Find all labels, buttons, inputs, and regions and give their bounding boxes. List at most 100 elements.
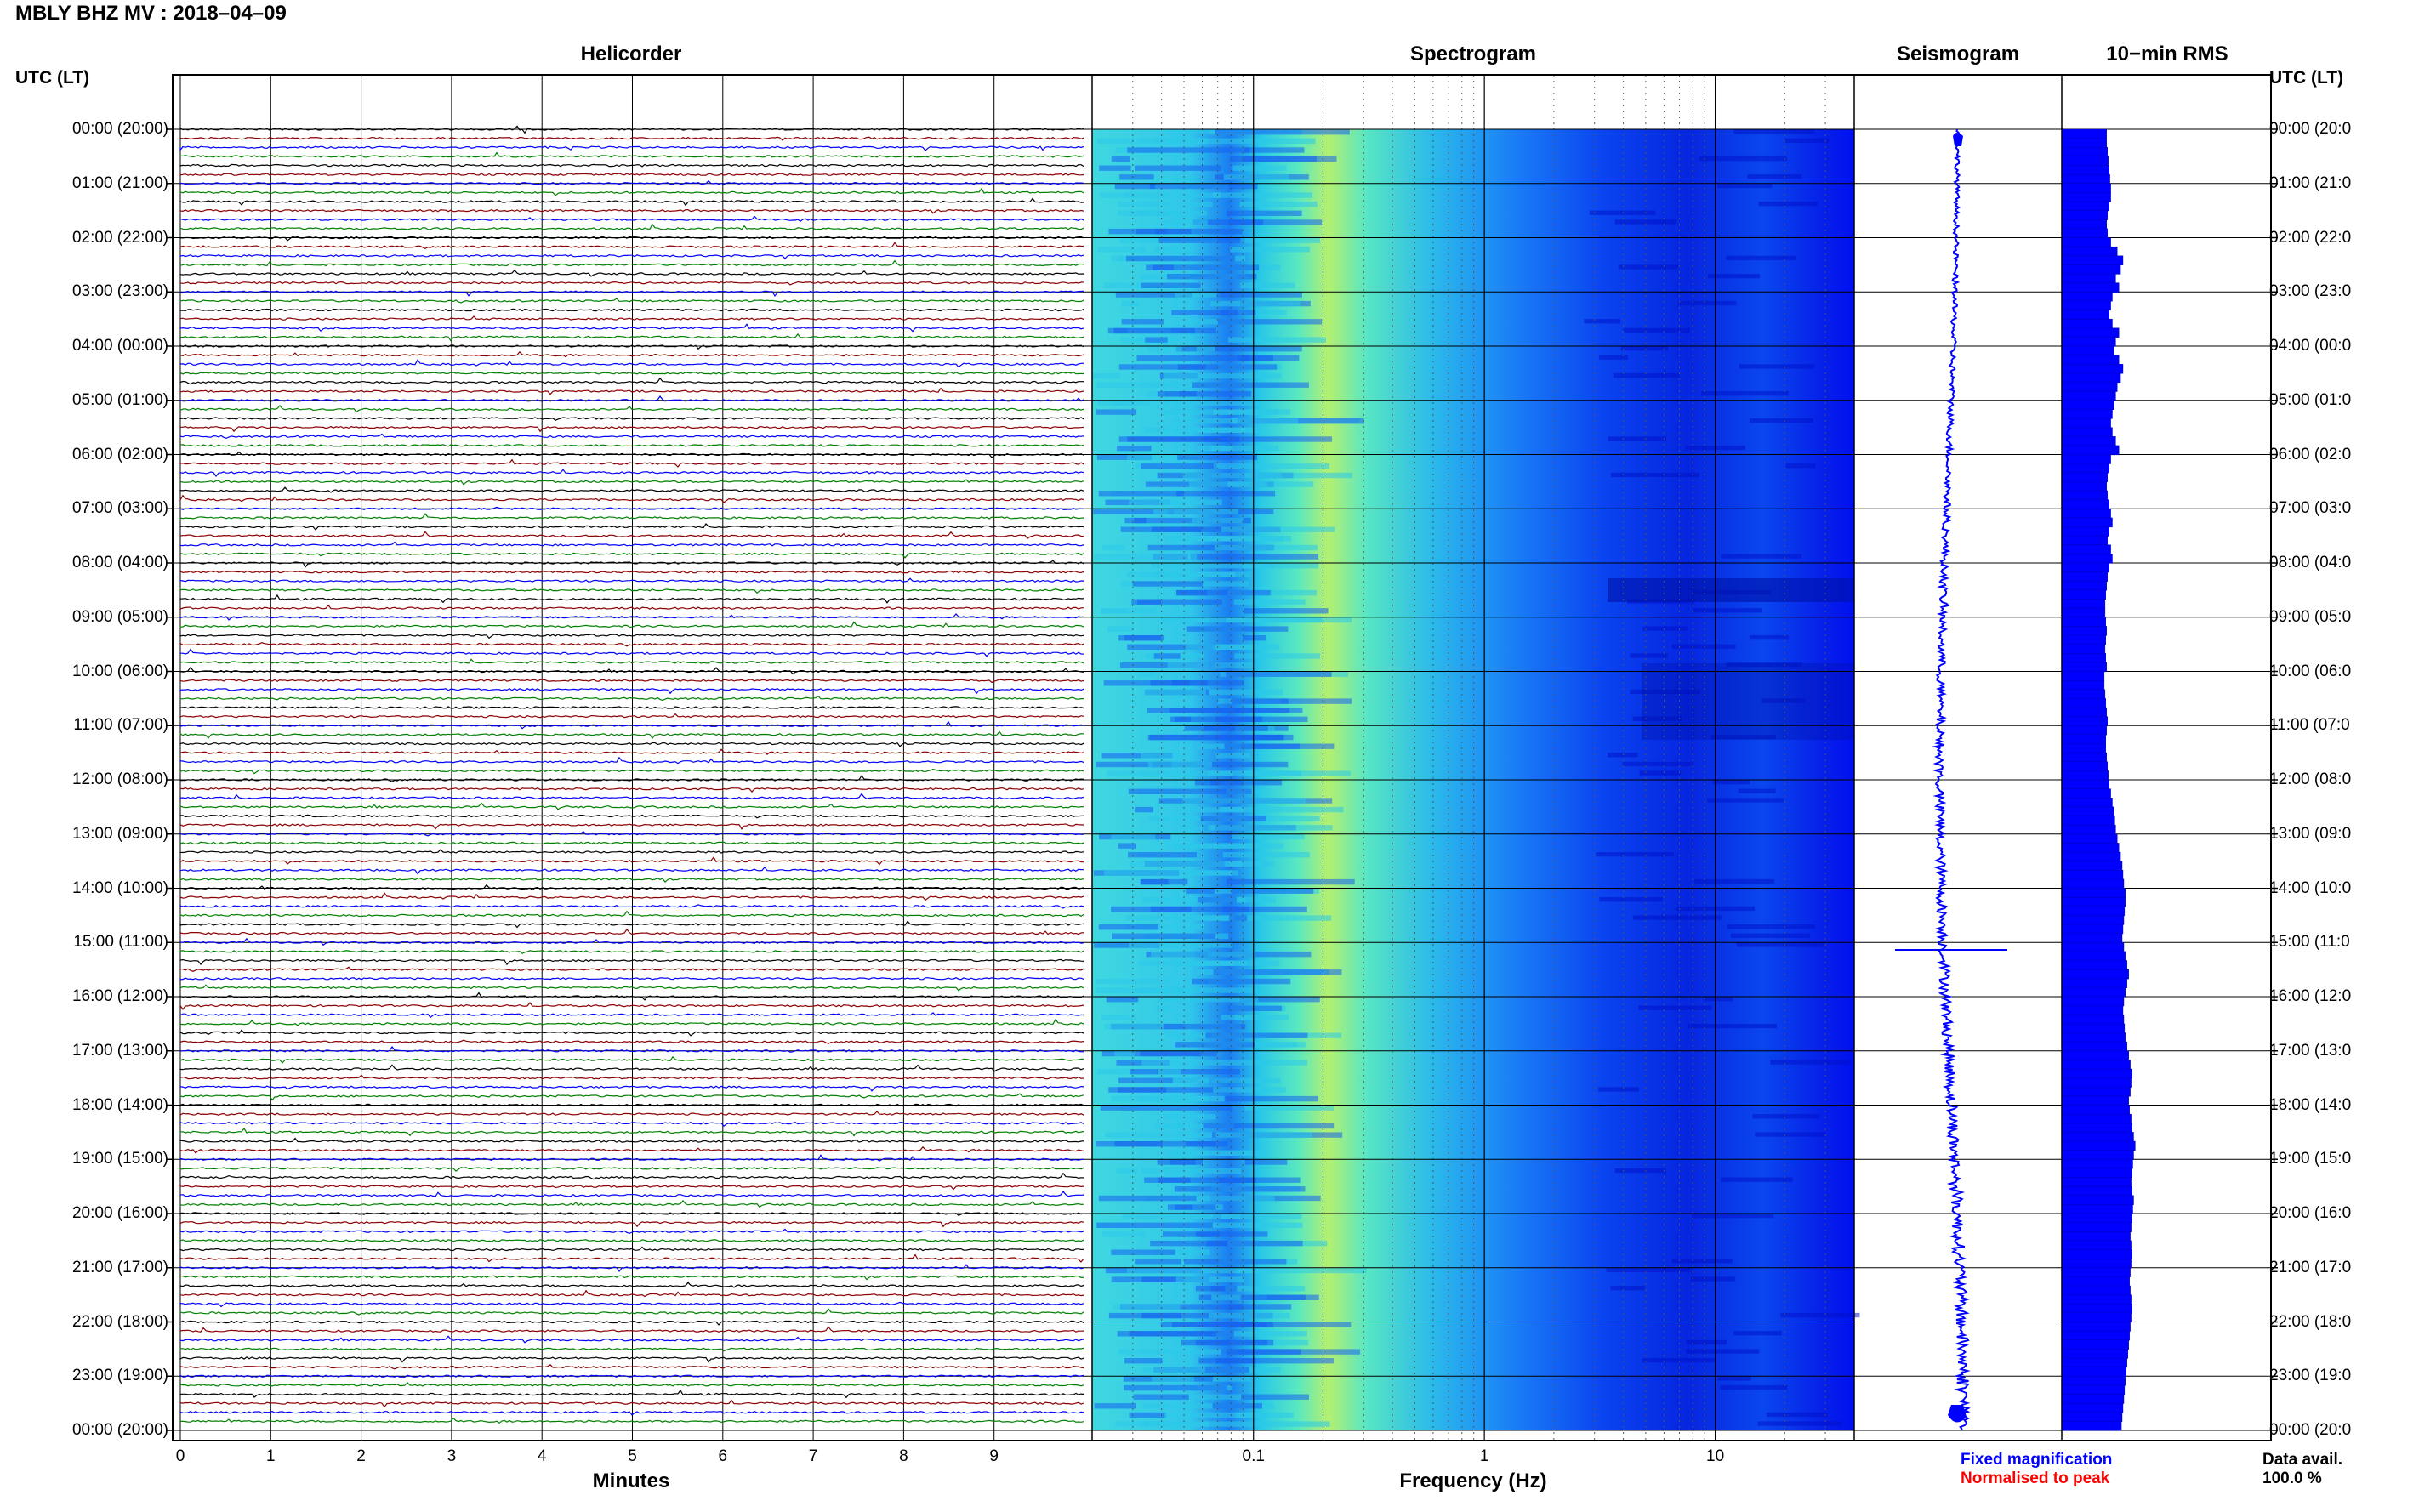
spectrogram-streak: [1632, 716, 1682, 721]
helicorder-trace: [179, 1275, 1084, 1281]
spectrogram-streak: [1135, 1095, 1225, 1102]
rms-bar: [2061, 562, 2109, 573]
spectrogram-streak: [1094, 1403, 1136, 1409]
rms-bar: [2061, 924, 2124, 935]
spectrogram-streak: [1147, 544, 1275, 551]
spectrogram-streak: [1717, 183, 1773, 189]
spectrogram-streak: [1122, 1214, 1214, 1219]
spectrogram-streak: [1160, 409, 1291, 415]
helicorder-trace: [179, 1137, 1084, 1143]
spectrogram-streak: [1721, 554, 1802, 559]
spectrogram-streaks: [1093, 129, 1860, 1427]
spectrogram-streak: [1156, 1069, 1240, 1075]
spectrogram-streak: [1093, 372, 1120, 379]
spectrogram-streak: [1160, 1322, 1267, 1327]
helicorder-trace: [179, 1326, 1084, 1333]
rms-bar: [2061, 1339, 2129, 1350]
spectrogram-streak: [1127, 644, 1216, 650]
spectrogram-streak: [1750, 635, 1790, 640]
spectrogram-streak: [1164, 1412, 1294, 1418]
time-label-right: 12:00 (08:0: [2269, 770, 2352, 788]
rms-bar: [2061, 364, 2124, 374]
time-label-left: 07:00 (03:00): [71, 499, 168, 518]
spectrogram-streak: [1227, 337, 1326, 343]
helicorder-trace: [179, 163, 1084, 168]
spectrogram-title: Spectrogram: [1409, 43, 1537, 65]
spectrogram-streak: [1096, 1222, 1213, 1228]
spectrogram-streak: [1121, 319, 1164, 325]
spectrogram-streak: [1183, 563, 1274, 569]
spectrogram-streak: [1102, 1231, 1146, 1237]
rms-bar: [2061, 770, 2109, 781]
helicorder-trace: [179, 849, 1084, 854]
helicorder-trace: [179, 570, 1084, 574]
spectrogram-streak: [1170, 1159, 1203, 1165]
spectrogram-streak: [1167, 274, 1257, 280]
spectrogram-streak: [1230, 247, 1310, 253]
spectrogram-streak: [1127, 147, 1249, 153]
spectrogram-streak: [1130, 210, 1207, 216]
spectrogram-streak: [1153, 653, 1181, 659]
time-label-left: 10:00 (06:00): [71, 662, 168, 680]
seismogram-end-blob: [1948, 1405, 1967, 1423]
helicorder-trace: [179, 878, 1084, 883]
station-header: MBLY BHZ MV : 2018–04–09: [15, 2, 287, 25]
spectrogram-streak: [1614, 1168, 1666, 1174]
spectrogram-streak: [1195, 1339, 1274, 1346]
spectrogram-streak: [1154, 1123, 1234, 1129]
spectrogram-streak: [1120, 526, 1202, 532]
spectrogram-streak: [1241, 1394, 1309, 1400]
spectrogram-streak: [1118, 202, 1173, 207]
rms-bar: [2061, 816, 2115, 826]
spectrogram-streak: [1244, 147, 1305, 153]
rms-bar: [2061, 581, 2107, 591]
spectrogram-streak: [1177, 364, 1278, 370]
rms-bar: [2061, 1421, 2122, 1431]
spectrogram-streak: [1171, 1168, 1242, 1174]
helicorder-trace: [179, 1039, 1084, 1044]
spectrogram-streak: [1118, 1087, 1236, 1093]
helicorder-trace: [179, 479, 1084, 486]
minute-tick-label: 4: [537, 1447, 547, 1465]
spectrogram-streak: [1239, 997, 1320, 1003]
rms-bar: [2061, 915, 2125, 925]
spectrogram-streak: [1606, 1267, 1692, 1273]
spectrogram-streak: [1691, 1214, 1774, 1219]
spectrogram-streak: [1720, 1384, 1788, 1390]
rms-bar: [2061, 978, 2128, 988]
time-label-right: 18:00 (14:0: [2269, 1095, 2352, 1114]
spectrogram-streak: [1141, 282, 1201, 288]
spectrogram-streak: [1686, 1339, 1727, 1345]
helicorder-trace: [179, 642, 1084, 647]
helicorder-trace: [179, 377, 1084, 385]
helicorder-trace: [179, 1167, 1084, 1172]
rms-bar: [2061, 210, 2108, 220]
helicorder-trace: [179, 679, 1084, 684]
helicorder-trace: [179, 1103, 1084, 1107]
spectrogram-streak: [1115, 292, 1192, 298]
helicorder-trace: [179, 928, 1084, 935]
rms-bar: [2061, 400, 2114, 410]
helicorder-trace: [179, 1289, 1084, 1298]
spectrogram-streak: [1618, 264, 1678, 270]
helicorder-trace: [179, 395, 1084, 402]
spectrogram-streak: [1182, 798, 1306, 804]
spectrogram-streak: [1175, 292, 1221, 298]
helicorder-trace: [179, 802, 1084, 810]
spectrogram-streak: [1111, 1249, 1175, 1255]
helicorder-trace: [179, 937, 1084, 946]
spectrogram-streak: [1152, 761, 1289, 768]
spectrogram-streak: [1770, 1060, 1851, 1065]
rms-bar: [2061, 1068, 2132, 1079]
spectrogram-streak: [1146, 264, 1174, 270]
time-label-left: 21:00 (17:00): [71, 1258, 168, 1276]
rms-bar: [2061, 1023, 2126, 1034]
rms-bar: [2061, 626, 2107, 636]
spectrogram-streak: [1217, 319, 1323, 325]
helicorder-trace: [179, 856, 1084, 866]
helicorder-trace: [179, 950, 1084, 954]
time-label-right: 10:00 (06:0: [2269, 662, 2352, 680]
helicorder-trace: [179, 958, 1084, 966]
spectrogram-streak: [1599, 355, 1629, 360]
rms-bar: [2061, 138, 2107, 148]
